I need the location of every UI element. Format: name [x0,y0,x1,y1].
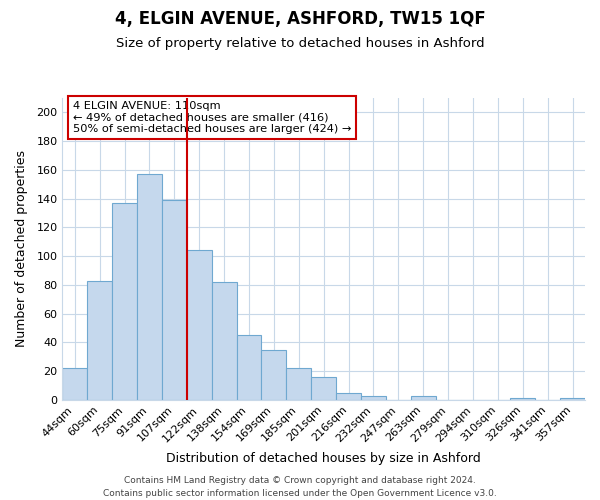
Bar [137,174,162,400]
Bar [87,280,112,400]
Bar [286,368,311,400]
Text: Size of property relative to detached houses in Ashford: Size of property relative to detached ho… [116,38,484,51]
Bar [336,392,361,400]
Bar [361,396,386,400]
Bar [311,377,336,400]
Text: Contains HM Land Registry data © Crown copyright and database right 2024.
Contai: Contains HM Land Registry data © Crown c… [103,476,497,498]
Bar [187,250,212,400]
Text: 4 ELGIN AVENUE: 110sqm
← 49% of detached houses are smaller (416)
50% of semi-de: 4 ELGIN AVENUE: 110sqm ← 49% of detached… [73,101,351,134]
Bar [411,396,436,400]
Bar [212,282,236,400]
Bar [560,398,585,400]
Bar [262,350,286,400]
Bar [236,335,262,400]
Bar [62,368,87,400]
Text: 4, ELGIN AVENUE, ASHFORD, TW15 1QF: 4, ELGIN AVENUE, ASHFORD, TW15 1QF [115,10,485,28]
X-axis label: Distribution of detached houses by size in Ashford: Distribution of detached houses by size … [166,452,481,465]
Y-axis label: Number of detached properties: Number of detached properties [15,150,28,348]
Bar [511,398,535,400]
Bar [112,203,137,400]
Bar [162,200,187,400]
